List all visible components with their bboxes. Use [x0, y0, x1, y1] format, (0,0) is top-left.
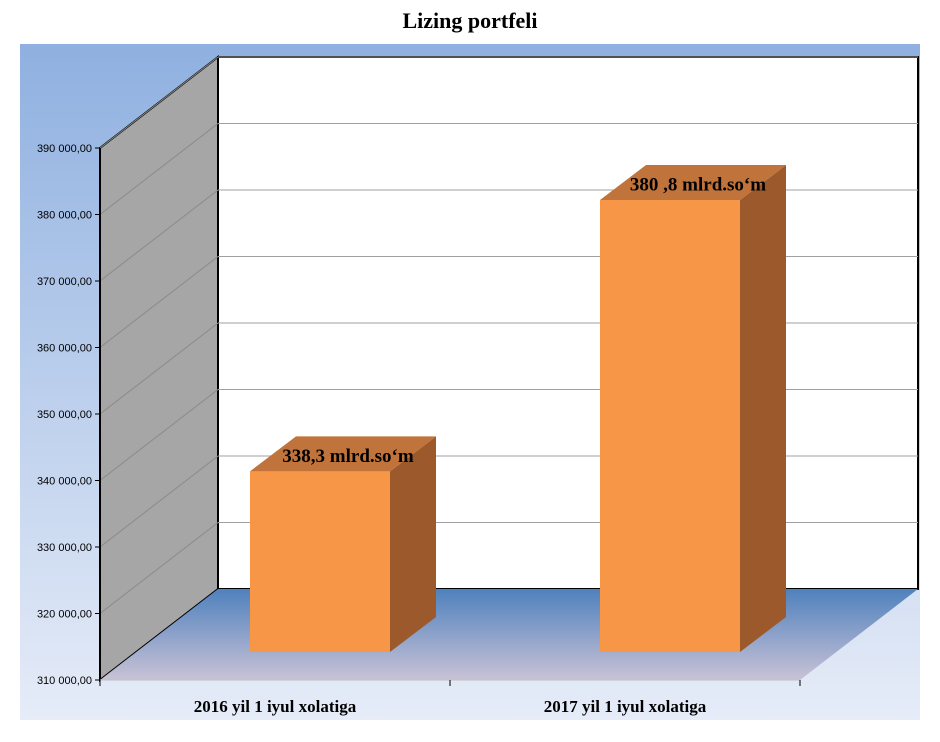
gridline-side — [99, 189, 219, 282]
y-tick-label: 360 000,00 — [37, 343, 92, 355]
gridline-side — [99, 123, 219, 215]
data-label: 338,3 mlrd.so‘m — [282, 446, 414, 467]
y-tick-label: 370 000,00 — [37, 276, 92, 288]
gridline-side — [99, 56, 219, 149]
data-label: 380 ,8 mlrd.so‘m — [630, 175, 766, 196]
gridline-side — [99, 322, 219, 415]
gridline-side — [99, 256, 219, 348]
bar-top — [250, 436, 436, 472]
bar-top — [600, 165, 786, 201]
x-tick-label: 2017 yil 1 iyul xolatiga — [544, 697, 707, 716]
bar-side — [390, 436, 436, 652]
bar — [250, 471, 390, 652]
chart-title: Lizing portfeli — [402, 8, 538, 33]
y-tick-label: 310 000,00 — [37, 675, 92, 687]
bar-side — [740, 165, 786, 652]
floor — [100, 589, 918, 680]
y-tick-label: 320 000,00 — [37, 609, 92, 621]
y-tick-label: 340 000,00 — [37, 476, 92, 488]
y-tick-label: 350 000,00 — [37, 409, 92, 421]
y-tick-label: 380 000,00 — [37, 210, 92, 222]
gridline-side — [99, 389, 219, 481]
y-tick-label: 330 000,00 — [37, 542, 92, 554]
gridline-side — [99, 522, 219, 614]
x-tick-label: 2016 yil 1 iyul xolatiga — [194, 697, 357, 716]
gridline-side — [99, 455, 219, 548]
bar — [600, 200, 740, 652]
y-tick-label: 390 000,00 — [37, 143, 92, 155]
